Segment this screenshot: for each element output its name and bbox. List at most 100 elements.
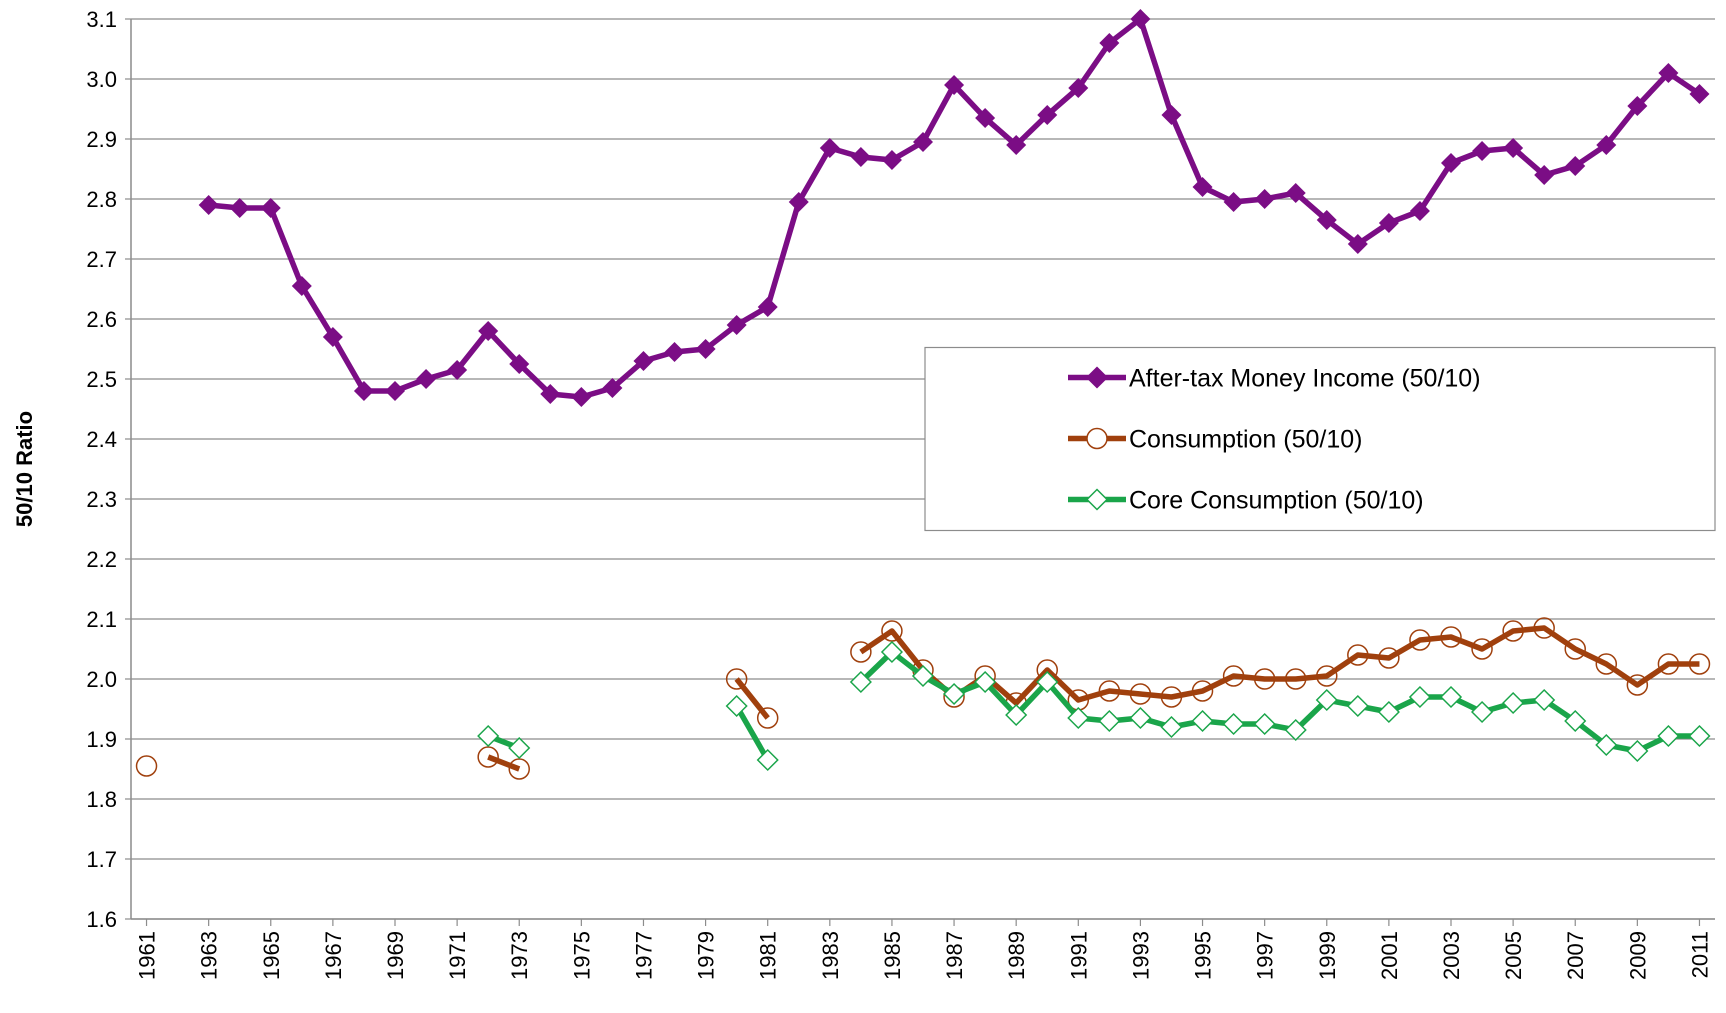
- marker: [725, 668, 748, 690]
- marker: [1284, 668, 1307, 690]
- marker: [1533, 688, 1556, 712]
- series: [477, 640, 1711, 772]
- legend-label: Consumption (50/10): [1129, 426, 1362, 454]
- x-tick-label: 1979: [694, 931, 719, 980]
- legend-label: After-tax Money Income (50/10): [1129, 365, 1481, 393]
- marker: [1129, 706, 1152, 730]
- marker: [757, 297, 778, 317]
- x-tick-label: 1977: [631, 931, 656, 980]
- marker: [1316, 665, 1338, 687]
- marker: [1254, 189, 1275, 209]
- marker: [1285, 183, 1306, 203]
- x-tick-label: 2009: [1625, 931, 1650, 980]
- marker: [881, 150, 902, 170]
- legend-marker: [1086, 427, 1108, 450]
- marker: [725, 694, 748, 718]
- y-tick-label: 1.7: [86, 847, 117, 872]
- x-tick-label: 1967: [321, 931, 346, 980]
- x-tick-label: 1981: [756, 931, 781, 980]
- y-tick-label: 1.6: [86, 907, 117, 932]
- marker: [198, 195, 219, 215]
- marker: [1472, 141, 1493, 161]
- marker: [1534, 165, 1555, 185]
- marker: [1470, 700, 1494, 724]
- legend: After-tax Money Income (50/10) Consumptio…: [924, 346, 1716, 532]
- marker: [1564, 638, 1586, 660]
- marker: [322, 327, 343, 347]
- marker: [756, 748, 779, 772]
- y-tick-label: 2.7: [86, 247, 117, 272]
- x-tick-label: 1975: [569, 931, 594, 980]
- series: [135, 617, 1711, 780]
- marker: [1688, 653, 1711, 675]
- marker: [229, 198, 250, 218]
- x-tick-label: 1987: [942, 931, 967, 980]
- marker: [1564, 709, 1587, 733]
- marker: [1688, 724, 1711, 748]
- marker: [1098, 709, 1121, 733]
- x-tick-label: 1997: [1253, 931, 1278, 980]
- marker: [571, 387, 592, 407]
- x-tick-label: 1961: [135, 931, 160, 980]
- marker: [1439, 685, 1463, 709]
- marker: [416, 369, 437, 389]
- marker: [1378, 213, 1399, 233]
- marker: [756, 707, 779, 729]
- marker: [788, 192, 809, 212]
- marker: [1347, 234, 1368, 254]
- marker: [1346, 694, 1369, 718]
- marker: [1191, 680, 1214, 702]
- legend-box: [924, 346, 1716, 532]
- series: [198, 9, 1710, 407]
- marker: [1161, 105, 1182, 125]
- marker: [1533, 617, 1555, 639]
- marker: [1595, 653, 1618, 675]
- marker: [1253, 668, 1276, 690]
- marker: [1408, 685, 1432, 709]
- x-tick-label: 1995: [1191, 931, 1216, 980]
- marker: [1565, 156, 1586, 176]
- marker: [695, 339, 716, 359]
- x-tick-label: 2003: [1439, 931, 1464, 980]
- marker: [633, 351, 654, 371]
- marker: [1284, 718, 1307, 742]
- marker: [1315, 688, 1338, 712]
- marker: [1067, 706, 1090, 730]
- y-tick-label: 1.9: [86, 727, 117, 752]
- marker: [1223, 192, 1244, 212]
- marker: [1409, 629, 1431, 651]
- marker: [1347, 644, 1369, 666]
- y-tick-label: 2.9: [86, 127, 117, 152]
- y-tick-label: 2.1: [86, 607, 117, 632]
- x-tick-label: 1965: [259, 931, 284, 980]
- marker: [135, 755, 158, 777]
- x-tick-label: 2011: [1687, 931, 1712, 978]
- x-tick-label: 2001: [1377, 931, 1402, 980]
- x-tick-label: 2007: [1563, 931, 1588, 980]
- marker: [1160, 715, 1183, 739]
- y-tick-label: 2.2: [86, 547, 117, 572]
- series-line: [487, 625, 1700, 772]
- y-tick-label: 2.4: [86, 427, 117, 452]
- marker: [477, 724, 500, 748]
- marker: [944, 75, 965, 95]
- marker: [1222, 712, 1245, 736]
- marker: [602, 378, 623, 398]
- marker: [1502, 620, 1524, 642]
- marker: [1502, 691, 1525, 715]
- x-tick-label: 1969: [383, 931, 408, 980]
- marker: [850, 641, 872, 663]
- marker: [911, 664, 935, 688]
- marker: [1191, 709, 1214, 733]
- y-tick-label: 2.0: [86, 667, 117, 692]
- marker: [1626, 739, 1649, 763]
- marker: [1068, 78, 1089, 98]
- marker: [1409, 201, 1430, 221]
- marker: [353, 381, 374, 401]
- x-tick-label: 1999: [1315, 931, 1340, 980]
- marker: [447, 360, 468, 380]
- marker: [478, 321, 499, 341]
- legend-marker: [1085, 488, 1109, 511]
